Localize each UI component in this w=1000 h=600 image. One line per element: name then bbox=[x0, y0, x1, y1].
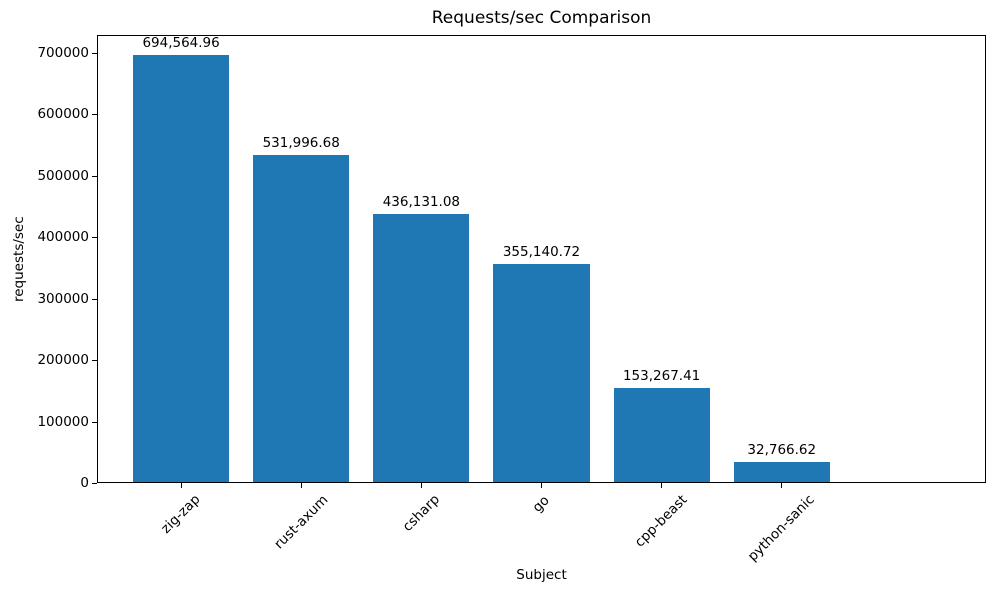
y-tick-label: 200000 bbox=[37, 352, 89, 369]
x-tick-mark bbox=[541, 483, 542, 488]
bar bbox=[613, 387, 710, 482]
bar-value-label: 153,267.41 bbox=[622, 367, 701, 384]
bar-value-label: 694,564.96 bbox=[142, 35, 220, 52]
y-tick-label: 700000 bbox=[37, 44, 89, 61]
y-tick-mark bbox=[92, 53, 97, 54]
bar bbox=[253, 155, 350, 482]
x-tick-mark bbox=[300, 483, 302, 488]
y-tick-mark bbox=[92, 114, 97, 115]
y-tick-mark bbox=[92, 360, 97, 361]
y-tick-label: 100000 bbox=[37, 413, 89, 430]
y-tick-mark bbox=[92, 299, 97, 300]
bar bbox=[373, 214, 470, 482]
bar bbox=[493, 263, 590, 482]
x-tick-label: zig-zap bbox=[158, 491, 204, 538]
x-tick-mark bbox=[180, 483, 182, 488]
y-tick-mark bbox=[92, 176, 97, 177]
x-tick-label: go bbox=[529, 492, 553, 516]
bar bbox=[133, 55, 230, 482]
x-tick-label: csharp bbox=[399, 491, 443, 536]
y-tick-mark bbox=[92, 237, 97, 238]
y-tick-label: 300000 bbox=[37, 290, 89, 307]
y-tick-label: 500000 bbox=[37, 167, 89, 184]
x-tick-label: python-sanic bbox=[745, 491, 818, 565]
y-tick-label: 400000 bbox=[37, 229, 89, 246]
x-tick-mark bbox=[781, 483, 783, 488]
x-tick-mark bbox=[420, 483, 422, 488]
y-tick-mark bbox=[92, 483, 97, 484]
bar-value-label: 531,996.68 bbox=[262, 135, 340, 152]
y-tick-label: 600000 bbox=[37, 106, 89, 123]
x-tick-mark bbox=[661, 483, 663, 488]
x-tick-label: cpp-beast bbox=[631, 492, 691, 551]
bar bbox=[733, 461, 830, 482]
y-tick-label: 0 bbox=[80, 475, 89, 491]
bar-value-label: 32,766.62 bbox=[747, 441, 817, 458]
x-tick-label: rust-axum bbox=[270, 491, 332, 553]
chart-title: Requests/sec Comparison bbox=[431, 8, 652, 28]
x-axis-label: Subject bbox=[516, 567, 567, 583]
bar-value-label: 436,131.08 bbox=[382, 194, 460, 211]
y-tick-mark bbox=[92, 422, 97, 423]
bar-value-label: 355,140.72 bbox=[502, 243, 581, 260]
